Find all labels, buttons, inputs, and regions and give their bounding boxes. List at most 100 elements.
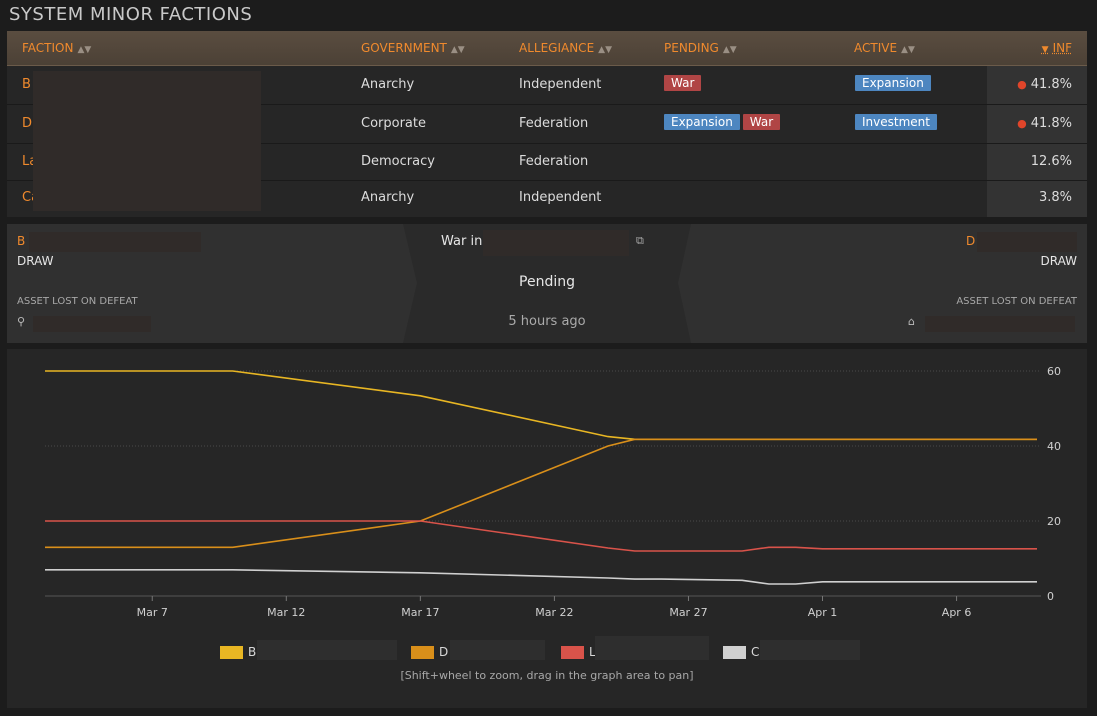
- page-title: SYSTEM MINOR FACTIONS: [9, 4, 253, 25]
- legend-label: B: [248, 645, 257, 659]
- col-header-allegiance-label: ALLEGIANCE: [519, 41, 595, 55]
- col-header-inf[interactable]: ▼ INF: [1042, 41, 1072, 55]
- government-cell: Anarchy: [361, 190, 415, 205]
- controlling-dot-icon: ●: [1017, 117, 1027, 130]
- legend-swatch: [220, 646, 243, 659]
- table-header: FACTION ▲▼ GOVERNMENT ▲▼ ALLEGIANCE ▲▼ PEND…: [7, 31, 1087, 66]
- table-row[interactable]: Ca Anarchy Independent 3.8%: [7, 181, 1087, 217]
- legend-item-c[interactable]: C: [723, 644, 863, 662]
- col-header-faction[interactable]: FACTION ▲▼: [22, 41, 91, 55]
- col-header-pending-label: PENDING: [664, 41, 719, 55]
- inf-value: 41.8%: [1030, 77, 1072, 92]
- right-asset-label: ASSET LOST ON DEFEAT: [956, 296, 1077, 307]
- table-row[interactable]: D Corporate Federation Expansion War Inve…: [7, 105, 1087, 144]
- y-tick-label: 40: [1047, 440, 1061, 453]
- x-tick-label: Mar 17: [401, 606, 439, 619]
- legend-label: C: [751, 645, 760, 659]
- legend-item-b[interactable]: B: [220, 644, 400, 662]
- y-tick-label: 0: [1047, 590, 1054, 603]
- redacted-system-name: [483, 230, 629, 256]
- external-link-icon[interactable]: ⧉: [636, 234, 644, 247]
- allegiance-cell: Independent: [519, 190, 602, 205]
- sort-icon: ▲▼: [450, 45, 465, 55]
- redacted-right-faction: [977, 232, 1077, 252]
- col-header-inf-label: INF: [1052, 41, 1072, 55]
- state-badge-investment: Investment: [855, 114, 937, 130]
- government-cell: Democracy: [361, 154, 435, 169]
- state-badge-expansion: Expansion: [855, 75, 931, 91]
- allegiance-cell: Federation: [519, 154, 589, 169]
- table-row[interactable]: B Anarchy Independent War Expansion ● 41.…: [7, 66, 1087, 105]
- x-tick-label: Mar 27: [669, 606, 707, 619]
- col-header-pending[interactable]: PENDING ▲▼: [664, 41, 737, 55]
- x-tick-label: Mar 7: [137, 606, 168, 619]
- conflict-panel: B DRAW ASSET LOST ON DEFEAT ⚲ War in ⧉ P…: [7, 224, 1087, 343]
- series-line-d: [45, 438, 1037, 549]
- sort-icon: ▲▼: [901, 45, 915, 55]
- faction-name-link[interactable]: D: [22, 116, 33, 131]
- redacted-right-asset: [925, 316, 1075, 332]
- chart-series-lines: [45, 370, 1037, 585]
- outpost-icon: ⌂: [908, 315, 915, 328]
- col-header-allegiance[interactable]: ALLEGIANCE ▲▼: [519, 41, 612, 55]
- x-tick-label: Apr 6: [942, 606, 972, 619]
- government-cell: Corporate: [361, 116, 426, 131]
- zoom-hint: [Shift+wheel to zoom, drag in the graph …: [400, 669, 694, 682]
- series-line-c: [45, 569, 1037, 585]
- col-header-government[interactable]: GOVERNMENT ▲▼: [361, 41, 465, 55]
- active-cell: Investment: [855, 114, 940, 130]
- inf-cell-bg: [987, 181, 1087, 217]
- redacted-legend-c: [760, 640, 860, 660]
- controlling-dot-icon: ●: [1017, 78, 1027, 91]
- col-header-government-label: GOVERNMENT: [361, 41, 447, 55]
- influence-chart-panel[interactable]: 0 20 40 60 Mar 7 Mar 12 Mar 17 Mar 22 Mar 27 Apr…: [7, 349, 1087, 708]
- legend-swatch: [723, 646, 746, 659]
- allegiance-cell: Federation: [519, 116, 589, 131]
- allegiance-cell: Independent: [519, 77, 602, 92]
- col-header-faction-label: FACTION: [22, 41, 74, 55]
- chart-x-axis: Mar 7 Mar 12 Mar 17 Mar 22 Mar 27 Apr 1 Apr 6: [137, 596, 972, 619]
- state-badge-war: War: [742, 114, 781, 130]
- legend-item-d[interactable]: D: [411, 644, 551, 662]
- factions-table: FACTION ▲▼ GOVERNMENT ▲▼ ALLEGIANCE ▲▼ PEND…: [7, 31, 1087, 217]
- y-tick-label: 20: [1047, 515, 1061, 528]
- col-header-active-label: ACTIVE: [854, 41, 898, 55]
- inf-value: 3.8%: [1038, 190, 1072, 205]
- x-tick-label: Apr 1: [808, 606, 838, 619]
- inf-cell-bg: [987, 66, 1087, 104]
- y-tick-label: 60: [1047, 365, 1061, 378]
- redacted-faction-names: [33, 71, 261, 211]
- left-result: DRAW: [17, 254, 54, 268]
- redacted-legend-l: [595, 636, 709, 660]
- influence-chart[interactable]: 0 20 40 60 Mar 7 Mar 12 Mar 17 Mar 22 Mar 27 Apr…: [7, 349, 1087, 639]
- sort-icon: ▲▼: [77, 45, 92, 55]
- inf-cell: ● 41.8%: [1017, 116, 1072, 131]
- chart-gridlines: 0 20 40 60: [45, 365, 1061, 603]
- conflict-shape-bg: [7, 224, 1087, 343]
- x-tick-label: Mar 12: [267, 606, 305, 619]
- pending-cell: War: [664, 75, 704, 91]
- series-line-b: [45, 370, 1037, 441]
- legend-label: D: [439, 645, 449, 659]
- col-header-active[interactable]: ACTIVE ▲▼: [854, 41, 915, 55]
- right-result: DRAW: [1040, 254, 1077, 268]
- x-tick-label: Mar 22: [535, 606, 573, 619]
- inf-value: 41.8%: [1030, 116, 1072, 131]
- series-line-l: [45, 520, 1037, 552]
- war-in-label: War in: [441, 234, 483, 249]
- left-asset-label: ASSET LOST ON DEFEAT: [17, 296, 138, 307]
- right-faction-name[interactable]: D: [966, 234, 976, 248]
- state-badge-expansion: Expansion: [664, 114, 740, 130]
- inf-cell: ● 41.8%: [1017, 77, 1072, 92]
- inf-cell-bg: [987, 105, 1087, 143]
- legend-swatch: [561, 646, 584, 659]
- sort-icon: ▲▼: [598, 45, 612, 55]
- conflict-time: 5 hours ago: [508, 314, 586, 329]
- left-faction-name[interactable]: B: [17, 234, 26, 248]
- inf-cell-bg: [987, 144, 1087, 180]
- sort-desc-icon: ▼: [1041, 45, 1049, 55]
- active-cell: Expansion: [855, 75, 934, 91]
- pending-cell: Expansion War: [664, 114, 783, 130]
- legend-item-l[interactable]: L: [561, 644, 711, 662]
- faction-name-link[interactable]: B: [22, 77, 31, 92]
